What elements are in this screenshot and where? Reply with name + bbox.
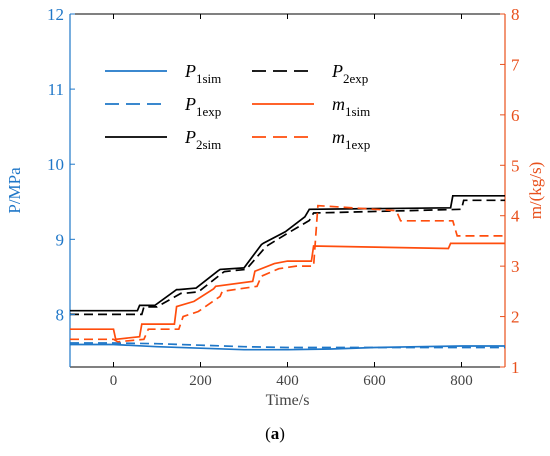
legend-label-sub: 1sim xyxy=(196,71,221,86)
legend-label-main: P xyxy=(331,61,343,81)
series-line-P1exp xyxy=(70,342,505,349)
right-y-tick-label: 7 xyxy=(511,55,520,74)
x-tick-label: 200 xyxy=(189,373,212,389)
series-line-m1sim xyxy=(70,242,505,341)
right-y-tick-label: 3 xyxy=(511,257,520,276)
x-tick-label: 800 xyxy=(450,373,473,389)
right-y-tick-label: 1 xyxy=(511,358,520,377)
x-tick-label: 0 xyxy=(110,373,118,389)
legend-label-sub: 2exp xyxy=(343,71,368,86)
x-tick-label: 400 xyxy=(276,373,299,389)
right-y-tick-label: 8 xyxy=(511,5,520,24)
legend-label-m1sim: m1sim xyxy=(332,94,370,119)
legend-label-main: P xyxy=(184,61,196,81)
legend-label-m1exp: m1exp xyxy=(332,127,370,152)
x-tick-label: 600 xyxy=(363,373,386,389)
series-line-P1sim xyxy=(70,343,505,351)
series-line-P2sim xyxy=(70,194,505,312)
figure-caption: (a) xyxy=(0,424,550,444)
x-axis-label: Time/s xyxy=(266,392,310,409)
right-y-axis-label: m/(kg/s) xyxy=(526,162,545,220)
left-y-tick-label: 10 xyxy=(47,155,64,174)
caption-prefix: ( xyxy=(265,424,271,443)
axes-layer: 0 200 400 600 8008910111212345678Time/sP/MPa… xyxy=(5,5,545,409)
legend-label-main: m xyxy=(332,127,345,147)
plot-frame xyxy=(69,13,506,368)
legend-label-P2sim: P2sim xyxy=(184,127,221,152)
left-y-tick-label: 11 xyxy=(48,80,64,99)
series-layer xyxy=(70,194,505,351)
legend-label-main: m xyxy=(332,94,345,114)
caption-letter: a xyxy=(270,424,280,443)
right-y-tick-label: 2 xyxy=(511,308,520,327)
left-y-tick-label: 12 xyxy=(47,5,64,24)
right-y-tick-label: 4 xyxy=(511,207,520,226)
legend-label-sub: 1exp xyxy=(196,104,221,119)
left-y-tick-label: 9 xyxy=(56,230,65,249)
left-y-axis-label: P/MPa xyxy=(5,167,24,214)
legend-label-sub: 1exp xyxy=(345,137,370,152)
legend-label-main: P xyxy=(184,94,196,114)
series-line-P2exp xyxy=(70,199,505,316)
left-y-tick-label: 8 xyxy=(56,305,65,324)
legend-label-P2exp: P2exp xyxy=(331,61,368,86)
series-line-m1exp xyxy=(70,204,505,343)
caption-suffix: ) xyxy=(279,424,285,443)
legend-label-P1exp: P1exp xyxy=(184,94,221,119)
legend-label-P1sim: P1sim xyxy=(184,61,221,86)
legend-label-sub: 2sim xyxy=(196,137,221,152)
dual-axis-line-chart: 0 200 400 600 8008910111212345678Time/sP/MPa… xyxy=(5,5,545,409)
right-y-tick-label: 5 xyxy=(511,156,520,175)
right-y-tick-label: 6 xyxy=(511,106,520,125)
legend-label-main: P xyxy=(184,127,196,147)
legend-label-sub: 1sim xyxy=(345,104,370,119)
